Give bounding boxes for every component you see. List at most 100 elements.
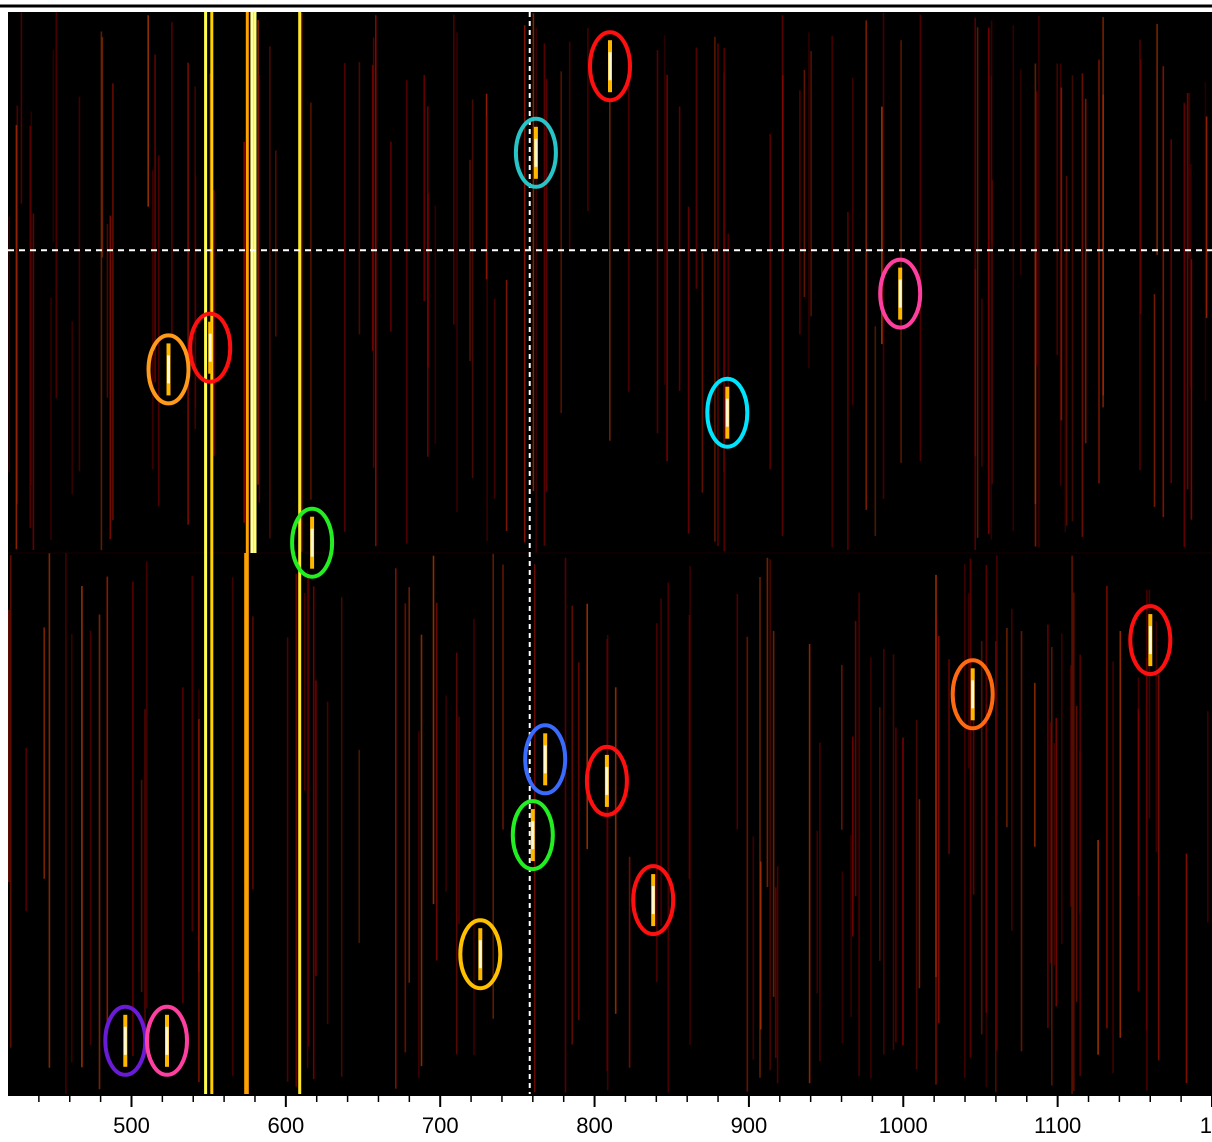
peak-marker: [584, 744, 629, 817]
background-trace: [1038, 15, 1040, 548]
background-trace: [1034, 63, 1037, 504]
peak-marker: [290, 506, 335, 579]
background-trace: [991, 179, 993, 484]
background-trace: [990, 76, 993, 540]
background-trace: [852, 736, 854, 937]
background-trace: [701, 252, 704, 493]
background-trace: [187, 62, 189, 525]
background-trace: [1053, 743, 1056, 966]
x-axis-ticks: [38, 1095, 1212, 1107]
background-trace: [766, 557, 769, 888]
peak-marker: [510, 799, 555, 872]
background-trace: [375, 15, 377, 547]
background-trace: [52, 49, 55, 243]
background-trace: [689, 566, 691, 1045]
background-trace: [1139, 39, 1141, 471]
emission-line: [204, 12, 208, 1095]
background-trace: [15, 125, 18, 550]
background-trace: [20, 12, 23, 204]
background-trace: [974, 17, 976, 551]
background-trace: [687, 206, 690, 534]
background-trace: [485, 93, 488, 280]
background-trace: [432, 555, 435, 905]
reference-lines: [8, 12, 1212, 1095]
background-trace: [1079, 751, 1081, 914]
background-trace: [543, 43, 546, 546]
background-trace: [571, 605, 573, 1045]
peak-marker: [146, 333, 191, 406]
background-trace: [879, 707, 881, 961]
background-trace: [964, 564, 966, 1078]
emission-line: [253, 12, 257, 553]
background-trace: [614, 687, 617, 1014]
background-trace: [307, 575, 310, 1047]
background-trace: [969, 558, 972, 1058]
peak-core: [208, 333, 212, 362]
background-trace: [1061, 633, 1063, 944]
background-trace: [892, 654, 895, 1050]
x-tick-label: 1100: [1034, 1113, 1081, 1138]
background-trace: [841, 664, 843, 830]
background-trace: [769, 133, 771, 470]
background-trace: [831, 35, 833, 548]
background-trace: [310, 102, 312, 500]
background-trace: [303, 592, 306, 791]
background-trace: [995, 641, 997, 1093]
background-trace: [663, 35, 666, 385]
background-trace: [938, 636, 940, 1023]
background-trace: [1183, 102, 1186, 548]
background-trace: [231, 577, 234, 1076]
background-trace: [900, 40, 902, 463]
background-trace: [1035, 91, 1038, 366]
background-trace: [1153, 294, 1156, 507]
background-trace: [1185, 853, 1188, 1083]
heatmap-traces: [8, 12, 1212, 1095]
background-trace: [1186, 93, 1189, 490]
background-trace: [523, 25, 526, 543]
peak-core: [167, 355, 170, 384]
background-trace: [358, 749, 360, 943]
background-trace: [865, 20, 867, 510]
emission-line: [210, 12, 214, 1095]
peak-core: [605, 766, 609, 795]
background-trace: [1112, 661, 1114, 1074]
background-trace: [458, 716, 460, 925]
emission-line: [244, 553, 248, 1095]
background-trace: [1006, 628, 1008, 828]
background-trace: [1155, 621, 1158, 852]
background-trace: [1071, 555, 1073, 1095]
background-trace: [858, 592, 860, 1077]
background-trace: [469, 159, 471, 361]
background-trace: [182, 687, 184, 1004]
x-tick-label: 1000: [879, 1113, 928, 1138]
background-trace: [882, 12, 885, 499]
background-trace: [16, 105, 19, 504]
background-trace: [471, 99, 474, 479]
x-tick-label: 600: [267, 1113, 304, 1138]
background-trace: [100, 31, 103, 551]
background-trace: [209, 73, 211, 313]
peak-core: [543, 745, 547, 774]
background-trace: [990, 20, 993, 244]
background-trace: [568, 41, 571, 251]
peak-core: [1148, 626, 1152, 655]
background-trace: [1011, 608, 1013, 931]
background-trace: [918, 799, 921, 989]
background-trace: [987, 27, 990, 535]
peak-marker: [188, 311, 233, 384]
background-trace: [532, 13, 535, 492]
background-trace: [258, 75, 261, 503]
background-trace: [1070, 665, 1072, 907]
background-trace: [473, 618, 475, 1055]
background-trace: [678, 106, 681, 391]
background-trace: [1034, 248, 1037, 547]
background-trace: [1073, 592, 1075, 1091]
background-trace: [252, 616, 254, 890]
background-trace: [781, 15, 784, 537]
background-trace: [157, 155, 160, 507]
background-trace: [493, 298, 496, 499]
background-trace: [1060, 87, 1063, 421]
background-trace: [587, 27, 589, 212]
background-trace: [371, 64, 374, 351]
background-trace: [535, 27, 537, 553]
